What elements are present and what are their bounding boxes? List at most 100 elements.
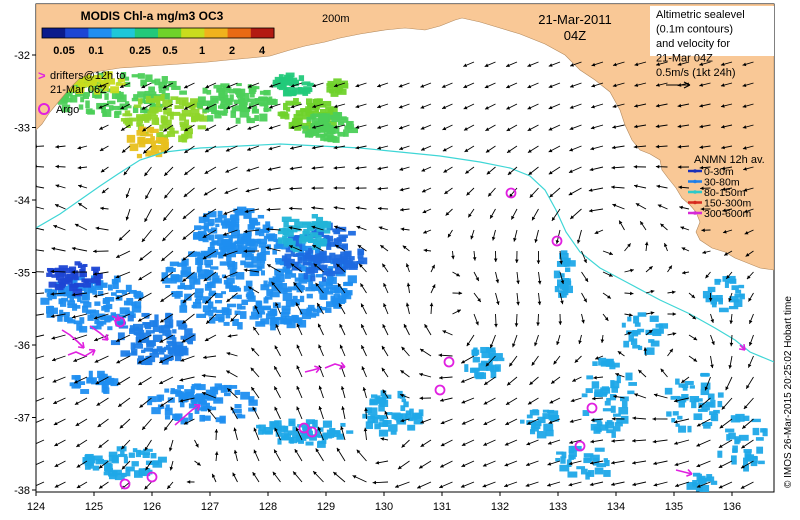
chl-pixel (710, 399, 716, 408)
chl-pixel (271, 308, 277, 313)
chl-pixel (296, 264, 305, 269)
chl-pixel (343, 250, 352, 257)
chl-pixel (327, 108, 333, 114)
chl-pixel (221, 291, 226, 295)
velocity-arrowhead (30, 292, 33, 296)
chl-pixel (144, 90, 150, 96)
chl-pixel (341, 236, 347, 242)
velocity-arrowhead (635, 203, 640, 207)
velocity-arrowhead (420, 348, 424, 353)
chl-pixel (293, 253, 299, 257)
y-tick-label: -34 (14, 195, 30, 207)
chl-pixel (330, 89, 339, 97)
velocity-arrowhead (186, 480, 191, 484)
velocity-arrowhead (247, 84, 252, 88)
velocity-arrowhead (422, 209, 427, 214)
chl-pixel (188, 105, 195, 109)
velocity-arrowhead (400, 418, 405, 423)
chl-pixel (258, 242, 267, 248)
chl-pixel (190, 98, 199, 106)
velocity-arrowhead (337, 283, 342, 288)
chl-pixel (152, 326, 161, 332)
velocity-arrowhead (721, 145, 725, 150)
chl-pixel (85, 108, 93, 114)
chl-pixel (115, 322, 121, 327)
chl-pixel (702, 422, 713, 427)
velocity-arrowhead (613, 62, 617, 67)
chl-pixel (469, 367, 479, 373)
chl-pixel (560, 257, 567, 261)
velocity-arrowhead (159, 380, 164, 385)
velocity-arrowhead (95, 226, 100, 231)
chl-pixel (247, 98, 255, 103)
velocity-arrowhead (77, 165, 82, 170)
chl-pixel (302, 261, 312, 266)
chl-pixel (606, 397, 611, 402)
velocity-arrowhead (604, 317, 609, 321)
chl-pixel (319, 108, 326, 115)
chl-pixel (252, 306, 259, 312)
drifter-head (738, 343, 746, 351)
chl-pixel (215, 293, 223, 298)
velocity-arrowhead (204, 148, 209, 153)
velocity-arrowhead (460, 484, 465, 488)
velocity-arrowhead (591, 83, 596, 88)
velocity-arrowhead (700, 207, 705, 211)
velocity-arrowhead (99, 464, 103, 469)
drifter-head (77, 341, 85, 349)
chl-pixel (310, 312, 320, 317)
chl-pixel (138, 450, 145, 455)
chl-pixel (299, 266, 307, 272)
chl-pixel (165, 284, 171, 288)
chl-pixel (257, 214, 265, 219)
velocity-arrowhead (463, 105, 468, 110)
velocity-arrowhead (653, 461, 657, 466)
chl-pixel (693, 413, 703, 421)
velocity-arrowhead (405, 302, 410, 307)
velocity-arrowhead (372, 480, 377, 485)
chl-pixel (63, 311, 70, 317)
chl-pixel (181, 109, 192, 117)
velocity-arrowhead (439, 375, 443, 380)
chl-pixel (289, 218, 300, 222)
velocity-arrowhead (608, 273, 613, 277)
chl-pixel (750, 461, 758, 467)
velocity-arrow (36, 397, 45, 402)
chl-pixel (159, 138, 166, 143)
chl-pixel (550, 415, 560, 422)
chl-pixel (166, 266, 174, 271)
isobath-200m (36, 143, 774, 363)
colorbar-tick-label: 2 (229, 45, 235, 57)
chl-pixel (193, 232, 201, 240)
velocity-arrowhead (512, 343, 516, 348)
chl-pixel (291, 267, 302, 271)
velocity-arrowhead (355, 206, 360, 210)
velocity-arrowhead (226, 351, 231, 356)
velocity-arrowhead (650, 311, 655, 315)
chl-pixel (202, 305, 212, 313)
chl-pixel (239, 109, 250, 118)
chl-pixel (322, 420, 333, 428)
chl-pixel (152, 144, 157, 150)
chl-pixel (245, 230, 252, 237)
velocity-arrowhead (75, 422, 80, 426)
chl-pixel (126, 134, 136, 143)
chl-pixel (249, 220, 255, 227)
chl-pixel (318, 440, 324, 444)
chl-pixel (133, 343, 144, 349)
velocity-arrowhead (352, 475, 357, 479)
chl-pixel (601, 360, 611, 364)
anmn-legend-dot (693, 200, 697, 205)
anmn-legend-label: 80-150m (704, 187, 746, 199)
argo-float-marker (574, 440, 586, 452)
velocity-arrowhead (655, 144, 660, 149)
chl-pixel (169, 111, 174, 120)
velocity-arrowhead (181, 339, 186, 343)
chl-pixel (153, 95, 164, 100)
chl-pixel (228, 385, 238, 389)
chl-pixel (91, 266, 101, 271)
chl-pixel (212, 272, 219, 276)
drifter-track (304, 367, 321, 373)
velocity-arrowhead (223, 274, 228, 279)
velocity-arrowhead (611, 460, 615, 465)
